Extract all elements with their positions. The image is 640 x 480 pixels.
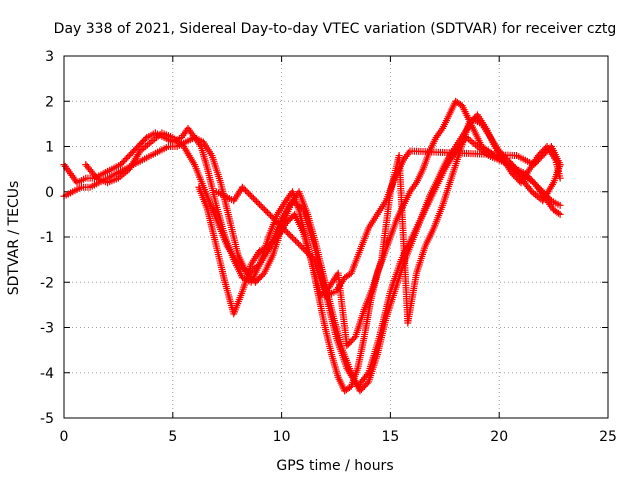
- y-tick-label: 3: [45, 49, 54, 65]
- data-point: [285, 230, 293, 238]
- data-point: [282, 227, 290, 235]
- data-point: [556, 201, 564, 209]
- data-point: [257, 202, 265, 210]
- data-point: [262, 207, 270, 215]
- data-point: [242, 186, 250, 194]
- data-point: [263, 208, 271, 216]
- data-point: [259, 271, 267, 279]
- data-point: [260, 205, 268, 213]
- data-point: [556, 174, 564, 182]
- plot-frame: [63, 55, 609, 419]
- data-point: [270, 215, 278, 223]
- data-point: [284, 229, 292, 237]
- grid: [63, 55, 609, 419]
- data-point: [273, 218, 281, 226]
- y-tick-labels: -5 -4 -3 -2 -1 0 1 2 3: [40, 49, 54, 427]
- data-point: [298, 243, 306, 251]
- data-point: [274, 219, 282, 227]
- data-point: [268, 213, 276, 221]
- data-points: [60, 97, 564, 395]
- data-point: [287, 232, 295, 240]
- y-tick-label: -2: [40, 275, 54, 291]
- x-tick-labels: 0 5 10 15 20 25: [60, 429, 617, 445]
- data-point: [251, 196, 259, 204]
- y-tick-label: 1: [45, 140, 54, 156]
- data-point: [292, 237, 300, 245]
- data-point: [350, 334, 358, 342]
- data-point: [554, 209, 562, 217]
- data-point: [249, 194, 257, 202]
- data-point: [248, 193, 256, 201]
- data-point: [246, 191, 254, 199]
- data-point: [309, 254, 317, 262]
- x-tick-label: 5: [168, 429, 177, 445]
- data-point: [299, 245, 307, 253]
- data-point: [296, 241, 304, 249]
- data-point: [265, 210, 273, 218]
- data-point: [271, 216, 279, 224]
- x-axis-label: GPS time / hours: [276, 458, 393, 474]
- y-tick-label: -4: [40, 366, 54, 382]
- data-point: [279, 224, 287, 232]
- x-tick-label: 0: [60, 429, 69, 445]
- data-point: [245, 190, 253, 198]
- data-point: [276, 221, 284, 229]
- x-tick-label: 10: [273, 429, 291, 445]
- data-point: [304, 249, 312, 257]
- data-point: [267, 212, 275, 220]
- x-tick-label: 20: [490, 429, 508, 445]
- x-tick-label: 25: [599, 429, 617, 445]
- data-point: [307, 252, 315, 260]
- chart-title: Day 338 of 2021, Sidereal Day-to-day VTE…: [54, 21, 617, 37]
- data-point: [546, 195, 554, 203]
- data-point: [256, 201, 264, 209]
- data-point: [281, 226, 289, 234]
- data-point: [252, 197, 260, 205]
- data-point: [288, 234, 296, 242]
- data-point: [238, 183, 246, 191]
- y-tick-label: -3: [40, 321, 54, 337]
- data-point: [301, 246, 309, 254]
- data-point: [526, 186, 534, 194]
- data-point: [240, 185, 248, 193]
- data-point: [91, 172, 99, 180]
- data-point: [243, 188, 251, 196]
- data-point: [306, 251, 314, 259]
- data-point: [363, 379, 371, 387]
- data-point: [141, 135, 149, 143]
- data-point: [363, 370, 371, 378]
- y-tick-label: -5: [40, 411, 54, 427]
- data-point: [302, 248, 310, 256]
- y-axis-label: SDTVAR / TECUs: [6, 181, 22, 296]
- x-tick-label: 15: [381, 429, 399, 445]
- y-tick-label: 2: [45, 94, 54, 110]
- data-point: [277, 223, 285, 231]
- data-point: [556, 161, 564, 169]
- data-point: [290, 235, 298, 243]
- data-point: [556, 210, 564, 218]
- data-point: [293, 238, 301, 246]
- data-point: [295, 240, 303, 248]
- data-point: [259, 204, 267, 212]
- y-tick-label: 0: [45, 185, 54, 201]
- y-tick-label: -1: [40, 230, 54, 246]
- data-point: [254, 199, 262, 207]
